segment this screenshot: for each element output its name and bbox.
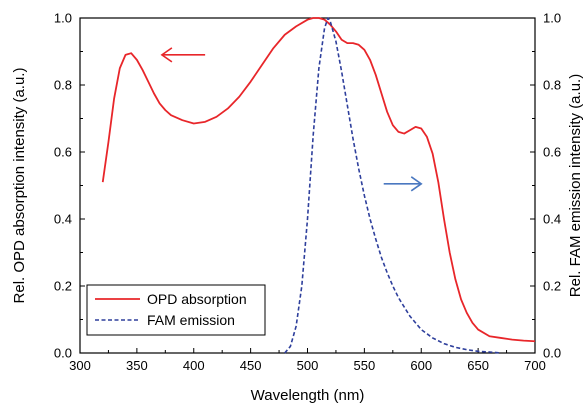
series-line-opd-absorption	[101, 17, 536, 343]
y-left-tick-label: 1.0	[54, 11, 72, 26]
x-tick-label: 550	[354, 358, 376, 373]
y-right-tick-label: 0.6	[543, 145, 561, 160]
y-left-tick-label: 0.6	[54, 145, 72, 160]
series-line-fam-emission	[284, 17, 501, 354]
annotation-layer	[160, 47, 423, 192]
y-left-tick-label: 0.2	[54, 279, 72, 294]
x-tick-label: 450	[240, 358, 262, 373]
y-right-tick-label: 1.0	[543, 11, 561, 26]
x-tick-label: 700	[524, 358, 546, 373]
y-right-axis-title: Rel. FAM emission intensity (a.u.)	[567, 74, 584, 297]
y-left-tick-label: 0.8	[54, 78, 72, 93]
legend: OPD absorption FAM emission	[86, 284, 266, 336]
y-right-tick-label: 0.8	[543, 78, 561, 93]
x-tick-label: 400	[183, 358, 205, 373]
arrow-head	[410, 176, 423, 192]
y-right-tick-label: 0.0	[543, 346, 561, 361]
legend-label: FAM emission	[147, 312, 235, 328]
x-tick-label: 350	[126, 358, 148, 373]
y-right-tick-label: 0.2	[543, 279, 561, 294]
x-tick-label: 500	[297, 358, 319, 373]
right-arrow-annotation	[383, 176, 423, 192]
series-layer	[101, 17, 536, 354]
y-left-tick-label: 0.0	[54, 346, 72, 361]
legend-label: OPD absorption	[147, 291, 247, 307]
x-tick-label: 650	[467, 358, 489, 373]
y-left-axis-title: Rel. OPD absorption intensity (a.u.)	[11, 68, 28, 304]
x-axis-title: Wavelength (nm)	[251, 387, 365, 404]
x-tick-label: 600	[410, 358, 432, 373]
arrow-head	[160, 47, 173, 63]
y-right-tick-label: 0.4	[543, 212, 561, 227]
legend-box	[86, 284, 266, 336]
x-tick-label: 300	[69, 358, 91, 373]
y-left-tick-label: 0.4	[54, 212, 72, 227]
left-arrow-annotation	[160, 47, 206, 63]
